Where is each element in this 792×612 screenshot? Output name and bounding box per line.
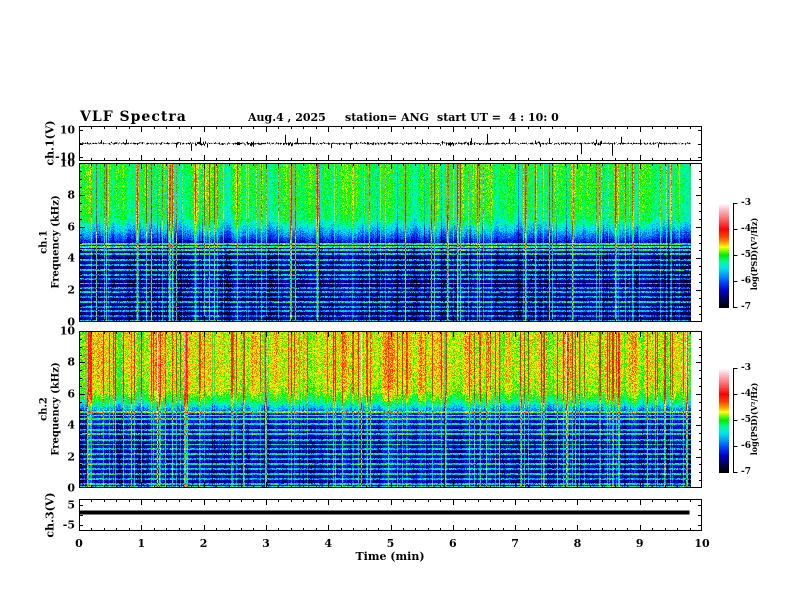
ch1-spec-ylabel-freq: Frequency (kHz)	[50, 195, 61, 289]
ch3-wave-ylabel: ch.3(V)	[43, 492, 57, 538]
ch3-wave-ytick: 5	[67, 498, 75, 512]
x-axis-tick: 8	[573, 537, 582, 550]
colorbar-tick: -7	[741, 467, 751, 477]
header-start-ut: start UT = 4 : 10: 0	[437, 111, 559, 124]
spec2-ytick: 2	[67, 450, 75, 464]
x-axis-tick: 6	[448, 537, 457, 550]
spec2-ytick: 8	[67, 355, 75, 369]
colorbar-tick: -6	[741, 276, 751, 286]
colorbar-ch1	[719, 202, 739, 309]
x-axis-tick: 9	[635, 537, 644, 550]
colorbar-tick: -5	[741, 415, 751, 425]
ch2-spec-ylabel-ch: ch.2	[38, 397, 50, 421]
colorbar-ch2	[719, 367, 739, 474]
ch2-spec-ylabel: ch.2 Frequency (kHz)	[39, 362, 62, 455]
colorbar-tick: -3	[741, 198, 751, 208]
spec1-ytick: 10	[59, 156, 75, 170]
colorbar-tick: -6	[741, 441, 751, 451]
x-axis-label: Time (min)	[355, 550, 425, 563]
ch1-wave-ytick: -10	[55, 150, 75, 164]
spec1-ytick: 0	[67, 315, 75, 329]
spec2-ytick: 6	[67, 387, 75, 401]
x-axis-tick: 5	[386, 537, 395, 550]
header-date: Aug.4 , 2025	[248, 111, 326, 124]
ch2-spec-ylabel-freq: Frequency (kHz)	[50, 362, 61, 456]
colorbar-tick: -5	[741, 250, 751, 260]
spec2-ytick: 0	[67, 481, 75, 495]
colorbar-tick: -4	[741, 389, 751, 399]
x-axis-tick: 0	[75, 537, 83, 550]
colorbar-tick: -7	[741, 302, 751, 312]
ch3-waveform-plot	[79, 499, 702, 531]
x-axis-tick: 4	[324, 537, 333, 550]
ch3-wave-ytick: -5	[62, 518, 75, 532]
colorbar-tick: -3	[741, 363, 751, 373]
ch1-spec-ylabel: ch.1 Frequency (kHz)	[39, 195, 62, 288]
x-axis-tick: 1	[137, 537, 146, 550]
ch1-wave-ytick: 10	[59, 123, 75, 137]
header-station: station= ANG	[345, 111, 430, 124]
ch1-spectrogram-plot	[79, 163, 702, 322]
x-axis-tick: 7	[511, 537, 519, 550]
spec2-ytick: 4	[67, 418, 75, 432]
ch2-spectrogram-plot	[79, 331, 702, 488]
spec1-ytick: 4	[67, 251, 75, 265]
ch1-waveform-plot	[79, 126, 702, 161]
spec2-ytick: 10	[59, 324, 75, 338]
spec1-ytick: 2	[67, 283, 75, 297]
page-title: VLF Spectra	[80, 109, 187, 125]
x-axis-tick: 3	[262, 537, 270, 550]
spec1-ytick: 8	[67, 188, 75, 202]
ch1-spec-ylabel-ch: ch.1	[38, 230, 50, 254]
x-axis-tick: 2	[199, 537, 208, 550]
colorbar-tick: -4	[741, 224, 751, 234]
spec1-ytick: 6	[67, 220, 75, 234]
x-axis-tick: 10	[694, 537, 710, 550]
